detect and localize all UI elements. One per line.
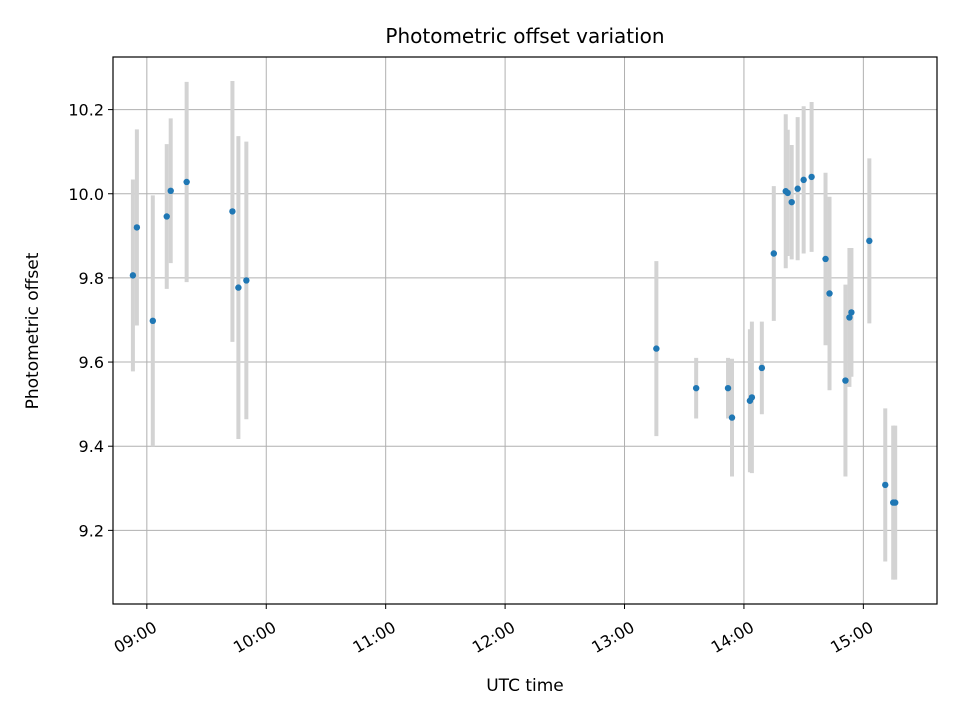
y-axis-label: Photometric offset xyxy=(23,252,43,409)
data-point xyxy=(724,384,732,392)
data-point xyxy=(788,198,795,206)
y-tick-label: 10.0 xyxy=(68,185,104,204)
data-point xyxy=(229,208,236,215)
data-points xyxy=(129,173,899,506)
data-point xyxy=(235,284,242,291)
data-point xyxy=(183,178,190,186)
data-point xyxy=(842,377,849,384)
data-point xyxy=(846,314,853,321)
data-point xyxy=(808,173,815,181)
data-point xyxy=(149,317,157,325)
data-point xyxy=(748,394,756,401)
data-point xyxy=(653,345,660,352)
data-point xyxy=(770,250,777,257)
y-tick-label: 10.2 xyxy=(68,101,104,120)
grid xyxy=(113,57,937,604)
data-point xyxy=(133,224,141,231)
data-point xyxy=(866,237,873,245)
y-axis-ticks: 9.2 9.4 9.6 9.8 10.0 10.2 xyxy=(68,101,113,540)
data-point xyxy=(163,213,170,220)
data-point xyxy=(822,255,829,263)
plot-frame xyxy=(112,56,938,605)
data-point xyxy=(848,309,855,316)
data-point xyxy=(892,499,899,506)
data-point xyxy=(129,272,137,279)
y-tick-label: 9.6 xyxy=(79,353,104,372)
data-point xyxy=(692,384,700,392)
chart-title: Photometric offset variation xyxy=(385,24,664,48)
data-point xyxy=(758,364,766,372)
data-point xyxy=(800,176,807,184)
data-point xyxy=(784,189,791,197)
y-tick-label: 9.2 xyxy=(79,521,104,540)
data-point xyxy=(167,187,174,195)
data-point xyxy=(826,290,833,297)
y-tick-label: 9.4 xyxy=(79,437,104,456)
x-axis-label: UTC time xyxy=(486,676,564,696)
data-point xyxy=(728,414,736,421)
data-point xyxy=(794,185,801,192)
data-point xyxy=(882,481,889,489)
data-point xyxy=(243,277,250,284)
y-tick-label: 9.8 xyxy=(79,269,104,288)
